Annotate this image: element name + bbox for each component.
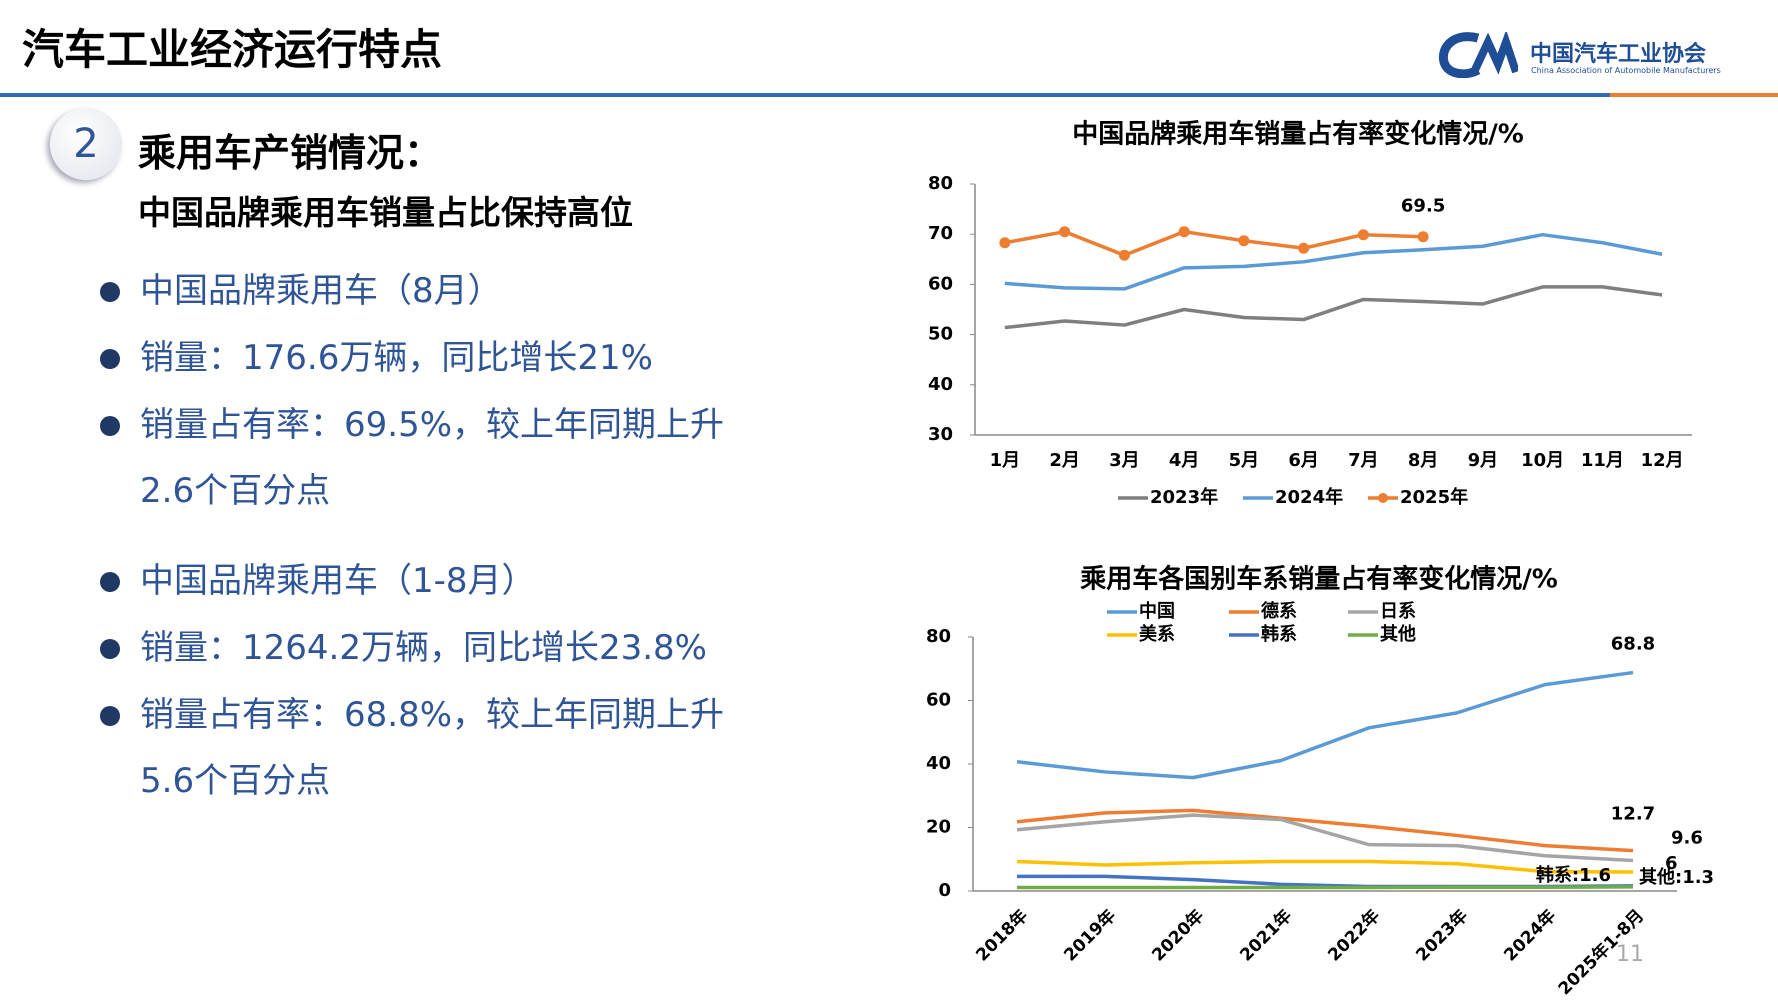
legend-label: 中国 [1139,600,1175,622]
bullet: 销量：176.6万辆，同比增长21% [100,325,653,391]
legend-label: 美系 [1139,623,1175,645]
y-tick-label: 50 [928,324,953,345]
data-point [1417,231,1429,243]
x-tick-label: 2025年1-8月 [1554,905,1648,999]
x-tick-label: 12月 [1641,450,1684,471]
y-tick-label: 40 [928,374,953,395]
bullet: 中国品牌乘用车（8月） [100,258,502,324]
y-tick-label: 80 [928,173,953,194]
x-tick-label: 2023年 [1412,905,1472,965]
legend-label: 其他 [1380,623,1416,645]
data-point [1059,226,1071,238]
series-line [1004,285,1663,330]
bullet-dot [100,639,120,659]
logo-cn: 中国汽车工业协会 [1530,42,1707,67]
legend-label: 德系 [1261,600,1297,622]
bullet-text: 中国品牌乘用车（8月） [140,271,502,311]
data-point [1357,229,1369,241]
series-line [1016,670,1634,780]
page-number: 11 [1616,942,1644,967]
section-heading: 乘用车产销情况： [138,131,443,175]
data-point [999,237,1011,249]
x-tick-label: 6月 [1288,450,1319,471]
legend-label: 日系 [1380,601,1416,622]
x-tick-label: 10月 [1521,450,1564,471]
legend-label: 2025年 [1400,486,1468,508]
bullet-text: 销量：176.6万辆，同比增长21% [140,338,653,378]
x-tick-label: 1月 [990,450,1021,471]
legend-marker [1378,493,1388,503]
section-subheading: 中国品牌乘用车销量占比保持高位 [138,193,633,232]
data-point [1178,226,1190,238]
y-tick-label: 60 [928,273,953,294]
header-rule-accent [1610,93,1778,97]
bullet-text: 销量占有率：69.5%，较上年同期上升 [140,405,725,445]
section-number: 2 [50,108,122,180]
chart-title: 乘用车各国别车系销量占有率变化情况/% [1079,564,1558,595]
y-tick-label: 0 [938,880,951,901]
bullet-dot [100,282,120,302]
header-rule [0,93,1610,97]
bullet-dot [100,349,120,369]
bullet-text: 销量占有率：68.8%，较上年同期上升 [140,695,725,735]
data-label: 9.6 [1671,828,1703,849]
data-point [1238,235,1250,247]
data-label: 69.5 [1401,196,1445,217]
x-tick-label: 11月 [1581,450,1624,471]
y-tick-label: 30 [928,424,953,445]
data-label: 韩系:1.6 [1536,864,1611,886]
data-label: 68.8 [1611,634,1655,655]
series-line [1004,232,1663,291]
x-tick-label: 5月 [1229,450,1260,471]
x-tick-label: 2019年 [1060,905,1120,965]
x-tick-label: 2024年 [1500,905,1560,965]
bullet-text: 5.6个百分点 [140,761,331,801]
bullet-text: 2.6个百分点 [140,471,331,511]
logo-en: China Association of Automobile Manufact… [1531,66,1721,75]
series-line [1017,885,1634,890]
x-tick-label: 7月 [1348,450,1379,471]
x-tick-label: 2022年 [1324,905,1384,965]
series-line [1016,813,1634,863]
bullet: 销量占有率：68.8%，较上年同期上升 5.6个百分点 [100,682,724,814]
y-tick-label: 20 [926,817,951,838]
x-tick-label: 2月 [1049,450,1080,471]
series-line [1016,808,1634,853]
bullet-text: 中国品牌乘用车（1-8月） [140,561,536,601]
bullet: 中国品牌乘用车（1-8月） [100,548,536,614]
logo-mark [1438,32,1518,78]
bullet: 销量：1264.2万辆，同比增长23.8% [100,615,707,681]
x-tick-label: 4月 [1169,450,1200,471]
x-tick-label: 2018年 [972,905,1032,965]
y-tick-label: 40 [926,753,951,774]
y-tick-label: 70 [928,223,953,244]
data-label: 12.7 [1611,804,1655,825]
bullet-dot [100,706,120,726]
x-tick-label: 2020年 [1148,905,1208,965]
slide-title: 汽车工业经济运行特点 [22,25,443,74]
series-line [1016,859,1634,874]
chart-title: 中国品牌乘用车销量占有率变化情况/% [1072,119,1524,150]
y-tick-label: 80 [926,626,951,647]
legend-label: 韩系 [1261,623,1297,645]
bullet: 销量占有率：69.5%，较上年同期上升 2.6个百分点 [100,392,724,524]
bullet-text: 销量：1264.2万辆，同比增长23.8% [140,628,707,668]
x-tick-label: 9月 [1468,450,1499,471]
data-point [1118,249,1130,261]
x-tick-label: 2021年 [1236,905,1296,965]
bullet-dot [100,416,120,436]
y-tick-label: 60 [926,690,951,711]
legend-label: 2023年 [1150,486,1218,508]
legend-label: 2024年 [1275,486,1343,508]
data-point [1298,242,1310,254]
series-line [1004,229,1424,258]
x-tick-label: 8月 [1408,450,1439,471]
x-tick-label: 3月 [1109,450,1140,471]
data-label: 6 [1665,853,1678,874]
data-label: 其他:1.3 [1639,866,1714,888]
bullet-dot [100,572,120,592]
